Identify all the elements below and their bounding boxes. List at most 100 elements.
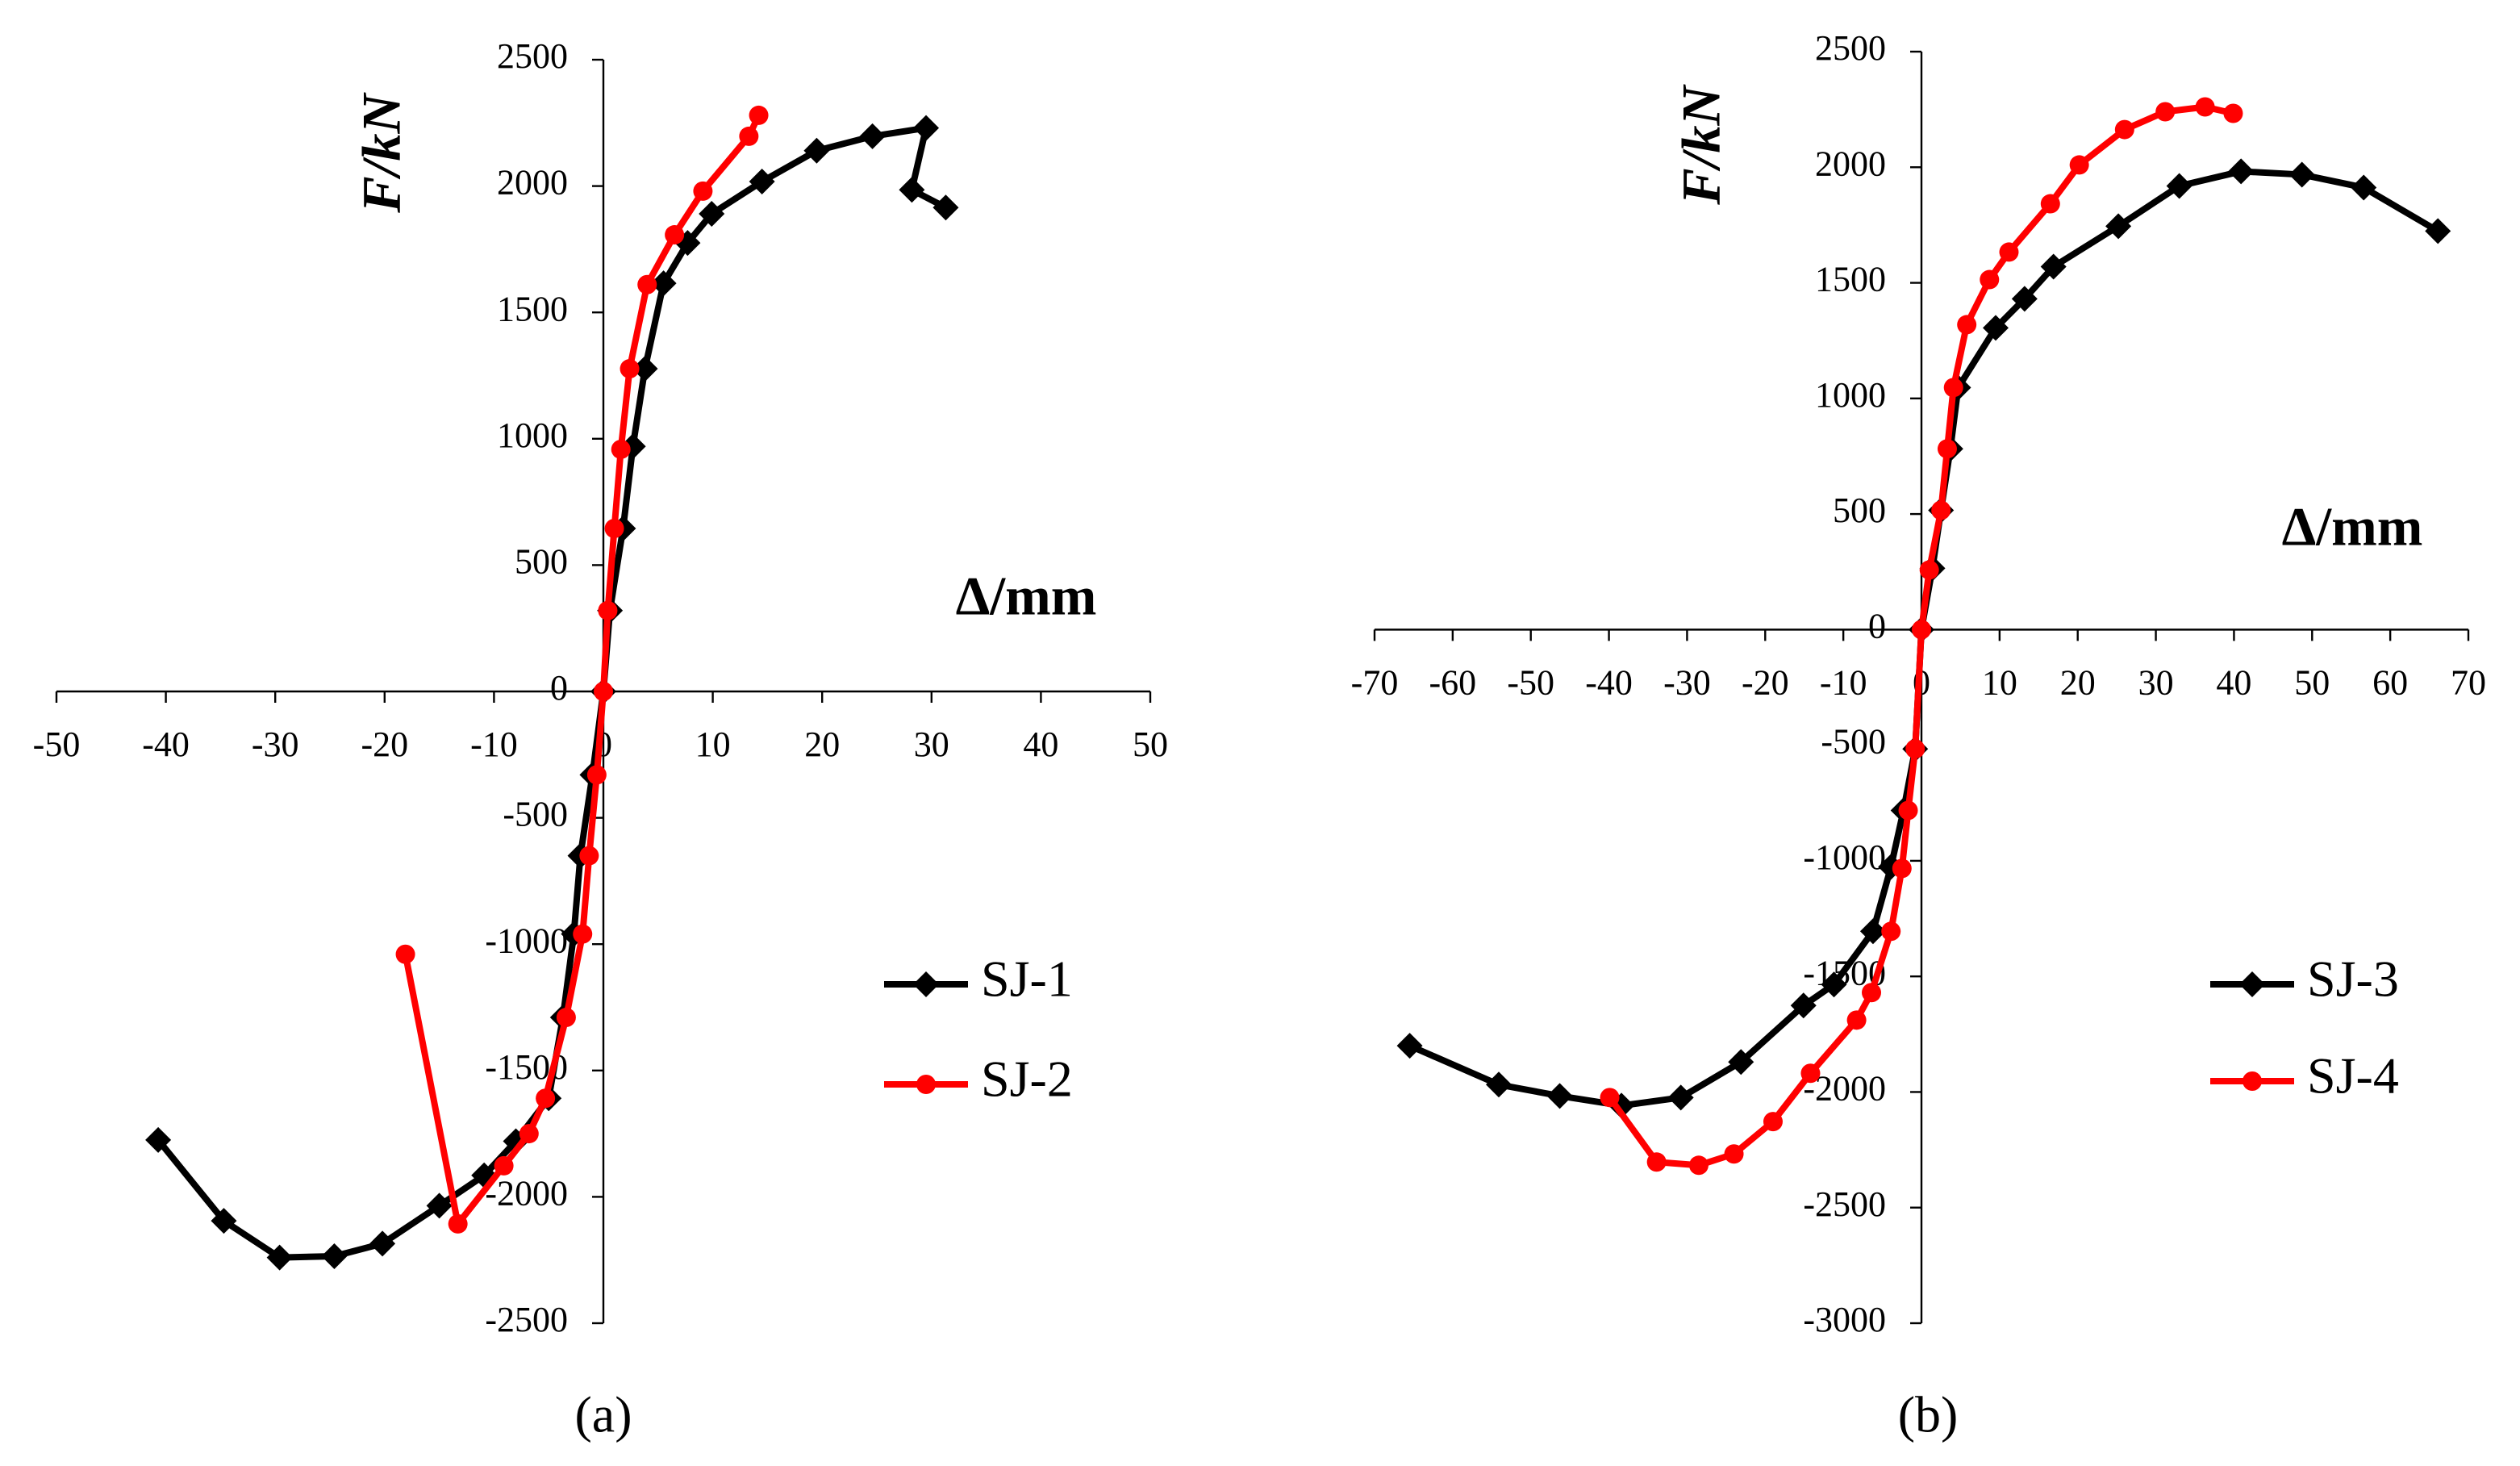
marker — [395, 944, 415, 964]
x-axis-label: Δ/mm — [2282, 496, 2423, 558]
marker — [1600, 1088, 1620, 1108]
marker — [1943, 378, 1963, 398]
marker — [2069, 155, 2089, 175]
marker — [1546, 1083, 1573, 1109]
x-tick-label: -60 — [1429, 662, 1477, 702]
marker — [650, 270, 677, 297]
marker — [594, 682, 613, 701]
marker — [2011, 286, 2038, 312]
marker — [632, 356, 658, 382]
x-tick-label: -10 — [1820, 662, 1867, 702]
marker — [665, 225, 685, 245]
x-tick-label: 20 — [804, 725, 840, 764]
y-tick-label: 500 — [1833, 491, 1886, 530]
x-tick-label: 40 — [2216, 662, 2251, 702]
marker — [1898, 800, 1918, 821]
marker — [2425, 218, 2451, 244]
marker — [739, 126, 759, 146]
x-tick-label: 50 — [2294, 662, 2330, 702]
marker — [620, 359, 640, 379]
marker — [579, 846, 599, 866]
y-tick-label: -2000 — [485, 1173, 568, 1213]
legend-marker — [2239, 971, 2265, 997]
legend-label: SJ-2 — [981, 1050, 1073, 1108]
marker — [426, 1192, 453, 1219]
y-tick-label: -3000 — [1803, 1300, 1886, 1339]
legend-label: SJ-4 — [2307, 1047, 2399, 1105]
caption: (b) — [1898, 1386, 1959, 1443]
x-tick-label: 50 — [1133, 725, 1168, 764]
y-tick-label: -500 — [503, 795, 568, 834]
marker — [2223, 103, 2243, 123]
marker — [913, 115, 940, 141]
marker — [321, 1243, 348, 1270]
marker — [2166, 173, 2192, 199]
y-tick-label: -2500 — [1803, 1184, 1886, 1224]
marker — [749, 105, 769, 125]
marker — [1919, 560, 1939, 580]
marker — [1999, 242, 2019, 262]
legend-marker — [916, 1075, 936, 1094]
y-tick-label: 1000 — [1815, 375, 1886, 415]
x-tick-label: -50 — [33, 725, 81, 764]
y-tick-label: -2500 — [485, 1300, 568, 1339]
marker — [2195, 97, 2215, 117]
marker — [1846, 1010, 1867, 1030]
y-tick-label: 1500 — [1815, 260, 1886, 299]
y-axis-label: F/kN — [1671, 83, 1732, 205]
y-tick-label: 500 — [515, 541, 568, 581]
marker — [598, 600, 618, 620]
y-tick-label: -1000 — [485, 921, 568, 960]
marker — [556, 1008, 576, 1028]
marker — [573, 924, 593, 944]
x-tick-label: 40 — [1023, 725, 1058, 764]
marker — [2105, 213, 2132, 240]
marker — [494, 1155, 514, 1176]
legend-marker — [913, 971, 939, 997]
marker — [1980, 269, 2000, 290]
marker — [145, 1126, 172, 1153]
marker — [859, 123, 886, 149]
marker — [932, 194, 959, 221]
marker — [1396, 1033, 1423, 1059]
marker — [1905, 739, 1925, 759]
y-axis-label: F/kN — [351, 91, 412, 213]
marker — [1724, 1144, 1744, 1164]
marker — [369, 1230, 396, 1257]
x-tick-label: -40 — [142, 725, 190, 764]
marker — [1486, 1071, 1512, 1098]
marker — [1646, 1152, 1667, 1172]
y-tick-label: 0 — [550, 668, 568, 708]
marker — [1912, 620, 1931, 640]
marker — [1937, 439, 1957, 459]
marker — [1763, 1112, 1783, 1132]
marker — [536, 1088, 556, 1109]
caption: (a) — [574, 1386, 632, 1443]
marker — [1881, 921, 1901, 942]
marker — [693, 181, 713, 201]
x-tick-label: -30 — [252, 725, 299, 764]
marker — [2228, 158, 2255, 185]
marker — [266, 1244, 293, 1271]
marker — [2288, 161, 2315, 188]
marker — [1957, 315, 1977, 335]
marker — [2040, 253, 2067, 280]
marker — [899, 177, 925, 203]
marker — [1859, 918, 1886, 945]
legend-label: SJ-3 — [2307, 950, 2399, 1008]
marker — [1821, 971, 1847, 998]
x-axis-label: Δ/mm — [956, 566, 1097, 627]
x-tick-label: -50 — [1507, 662, 1554, 702]
marker — [519, 1124, 539, 1144]
y-tick-label: 2500 — [1815, 28, 1886, 68]
y-tick-label: -500 — [1821, 722, 1886, 762]
series-line — [402, 114, 762, 1227]
y-tick-label: 2500 — [497, 36, 568, 76]
x-tick-label: 10 — [1982, 662, 2017, 702]
marker — [586, 765, 607, 785]
y-tick-label: 1500 — [497, 289, 568, 328]
marker — [1688, 1155, 1709, 1176]
marker — [803, 137, 830, 164]
x-tick-label: -20 — [1742, 662, 1789, 702]
